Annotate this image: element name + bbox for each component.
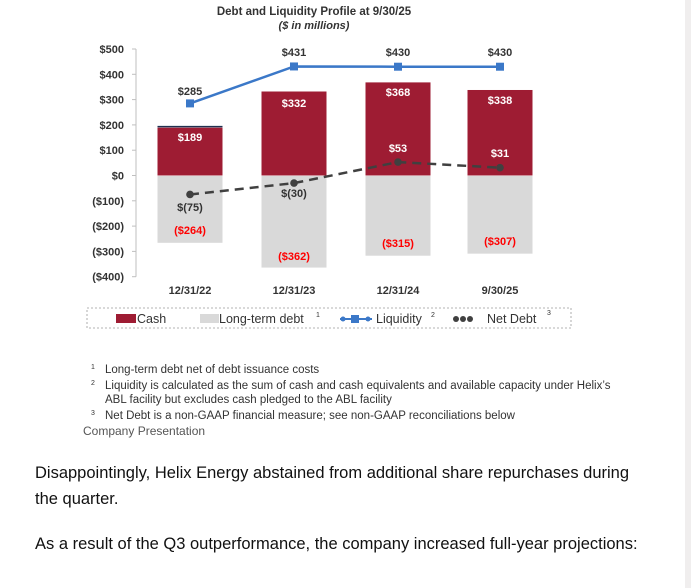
net-debt-marker xyxy=(186,190,194,199)
liquidity-value-label: $285 xyxy=(178,86,202,98)
footnotes: 1 Long-term debt net of debt issuance co… xyxy=(83,363,623,438)
legend-label-liquidity: Liquidity xyxy=(376,312,423,326)
legend-label-cash: Cash xyxy=(137,312,166,326)
net-debt-value-label: $(75) xyxy=(177,202,203,214)
x-tick-label: 12/31/24 xyxy=(377,285,421,297)
legend-label-debt: Long-term debt xyxy=(219,312,304,326)
cash-bar xyxy=(157,127,223,176)
footnote-2: 2 Liquidity is calculated as the sum of … xyxy=(83,379,623,407)
cash-value-label: $189 xyxy=(178,132,202,144)
y-tick-label: $100 xyxy=(100,145,124,157)
cash-bar xyxy=(467,89,533,176)
net-debt-value-label: $53 xyxy=(389,143,407,155)
x-tick-label: 12/31/22 xyxy=(169,285,212,297)
debt-value-label: ($362) xyxy=(278,251,310,263)
legend-box xyxy=(86,307,572,329)
article-paragraph: As a result of the Q3 outperformance, th… xyxy=(35,535,638,553)
y-tick-label: $400 xyxy=(100,69,124,81)
legend-footnote-marker: 2 xyxy=(431,312,435,319)
y-tick-label: $0 xyxy=(112,171,124,183)
legend-swatch-liquidity-dot xyxy=(340,316,346,322)
liquidity-line xyxy=(189,65,500,105)
footnote-3: 3 Net Debt is a non-GAAP financial measu… xyxy=(83,409,623,423)
footnote-text: Liquidity is calculated as the sum of ca… xyxy=(105,380,611,406)
debt-value-label: ($315) xyxy=(382,238,414,250)
legend-swatch-cash xyxy=(116,314,136,323)
image-caption: Company Presentation xyxy=(83,424,206,438)
net-debt-value-label: $(30) xyxy=(281,188,307,200)
y-tick-label: ($100) xyxy=(92,196,124,208)
chart-title: Debt and Liquidity Profile at 9/30/25 xyxy=(217,6,412,18)
footnote-text: Long-term debt net of debt issuance cost… xyxy=(105,364,320,376)
net-debt-value-label: $31 xyxy=(491,148,509,160)
y-tick-label: $500 xyxy=(100,44,124,56)
footnote-number: 1 xyxy=(91,364,95,371)
footnote-1: 1 Long-term debt net of debt issuance co… xyxy=(83,363,623,377)
x-tick-label: 12/31/23 xyxy=(273,285,316,297)
legend-swatch-liquidity-marker xyxy=(351,315,359,323)
y-tick-label: ($200) xyxy=(92,221,124,233)
legend-swatch-net-debt-dot xyxy=(460,316,466,322)
liquidity-value-label: $431 xyxy=(282,47,306,59)
scrollbar-track[interactable] xyxy=(685,0,691,588)
net-debt-line xyxy=(189,160,501,196)
article-paragraph: Disappointingly, Helix Energy abstained … xyxy=(35,464,630,508)
x-tick-label: 9/30/25 xyxy=(482,285,519,297)
liquidity-marker xyxy=(496,62,504,71)
y-tick-label: ($300) xyxy=(92,246,124,258)
cash-value-label: $338 xyxy=(488,95,512,107)
legend-footnote-marker: 1 xyxy=(316,312,320,319)
legend-footnote-marker: 3 xyxy=(547,310,551,317)
legend-swatch-net-debt-dot xyxy=(453,316,459,322)
debt-bar xyxy=(261,176,327,268)
net-debt-marker xyxy=(394,158,402,166)
net-debt-marker xyxy=(290,179,298,187)
debt-bar xyxy=(157,176,223,243)
y-tick-label: $300 xyxy=(100,95,124,107)
y-tick-label: ($400) xyxy=(92,272,124,284)
y-tick-label: $200 xyxy=(100,120,124,132)
liquidity-value-label: $430 xyxy=(488,47,512,59)
debt-value-label: ($307) xyxy=(484,236,516,248)
legend-label-net-debt: Net Debt xyxy=(487,312,537,326)
chart-subtitle: ($ in millions) xyxy=(279,20,350,32)
liquidity-marker xyxy=(394,62,402,71)
cash-bar xyxy=(261,91,327,176)
cash-value-label: $368 xyxy=(386,87,410,99)
liquidity-marker xyxy=(186,99,194,108)
cash-value-label: $332 xyxy=(282,98,306,110)
legend-swatch-debt xyxy=(200,314,219,323)
footnote-text: Net Debt is a non-GAAP financial measure… xyxy=(105,410,515,422)
debt-liquidity-chart: Debt and Liquidity Profile at 9/30/25 ($… xyxy=(86,6,572,329)
debt-value-label: ($264) xyxy=(174,225,206,237)
liquidity-value-label: $430 xyxy=(386,47,410,59)
legend-swatch-liquidity-dot xyxy=(365,316,371,322)
debt-bar xyxy=(365,176,431,256)
debt-bar xyxy=(467,176,533,254)
net-debt-marker xyxy=(496,163,504,172)
footnote-number: 2 xyxy=(91,380,95,387)
liquidity-marker xyxy=(290,62,298,71)
footnote-number: 3 xyxy=(91,410,95,417)
legend-swatch-net-debt-dot xyxy=(467,316,473,322)
